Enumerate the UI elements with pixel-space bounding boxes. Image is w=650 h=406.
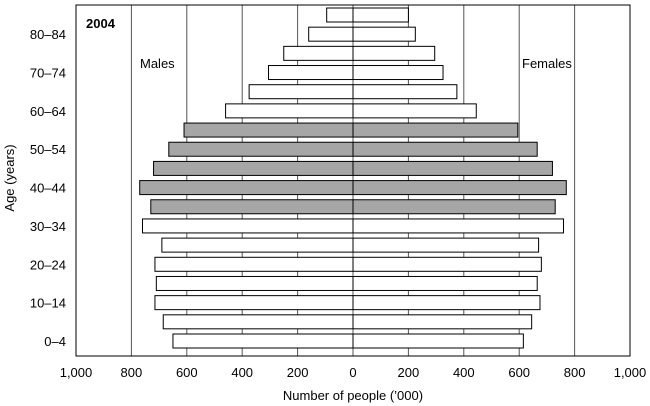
bar-female [352,141,538,157]
bar-male [168,141,354,157]
y-tick-label: 80–84 [30,27,66,42]
bar-female [352,237,540,253]
bar-female [352,295,541,311]
bar-female [352,199,556,215]
bars-group [139,7,567,349]
females-label: Females [522,56,572,71]
bar-male [326,7,354,23]
bar-male [153,160,354,176]
y-axis-ticks: 0–4 10–14 20–24 30–34 40–44 50–54 60–64 70–74 80… [30,27,66,349]
y-axis-title: Age (years) [2,144,17,211]
y-tick-label: 40–44 [30,181,66,196]
bar-male [161,237,354,253]
bar-female [352,218,565,234]
bar-male [183,122,354,138]
bar-female [352,26,416,42]
bar-female [352,180,567,196]
plot-frame [75,4,631,357]
males-label: Males [140,56,175,71]
x-tick-label: 600 [176,365,198,380]
bar-male [154,295,354,311]
x-axis-ticks: 1,000 800 600 400 200 0 200 400 600 800 1,000 [60,365,647,380]
bar-female [352,256,542,272]
year-label: 2004 [86,16,116,31]
x-tick-label: 0 [349,365,356,380]
bar-female [352,65,444,81]
bar-female [352,45,436,61]
bar-female [352,160,553,176]
bar-male [172,333,354,349]
x-tick-label: 800 [564,365,586,380]
x-tick-label: 400 [231,365,253,380]
x-tick-label: 400 [453,365,475,380]
bar-male [283,45,354,61]
bar-male [225,103,354,119]
bar-female [352,103,477,119]
y-tick-label: 10–14 [30,296,66,311]
bar-female [352,333,524,349]
bar-male [150,199,354,215]
x-tick-label: 800 [121,365,143,380]
bar-male [248,84,354,100]
bar-female [352,7,409,23]
bar-male [141,218,354,234]
bar-male [308,26,354,42]
bar-female [352,275,538,291]
x-tick-label: 1,000 [60,365,93,380]
y-tick-label: 60–64 [30,104,66,119]
x-axis-title: Number of people (’000) [283,388,423,403]
bar-male [162,314,354,330]
y-tick-label: 0–4 [44,334,66,349]
y-tick-label: 30–34 [30,219,66,234]
x-tick-label: 1,000 [614,365,647,380]
y-tick-label: 50–54 [30,142,66,157]
x-tick-label: 200 [287,365,309,380]
bar-male [155,275,354,291]
bar-female [352,122,519,138]
y-tick-label: 70–74 [30,66,66,81]
bar-male [139,180,354,196]
bar-female [352,84,458,100]
bar-male [268,65,354,81]
bar-male [154,256,354,272]
x-tick-label: 600 [508,365,530,380]
y-tick-label: 20–24 [30,257,66,272]
x-tick-label: 200 [398,365,420,380]
bar-female [352,314,533,330]
